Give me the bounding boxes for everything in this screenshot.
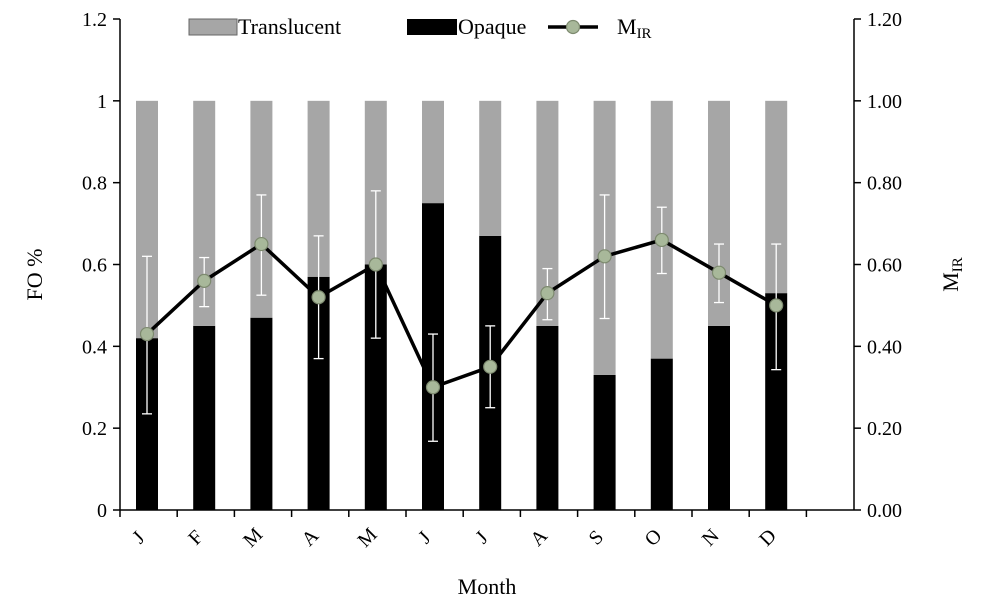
bars-layer — [136, 100, 788, 510]
legend-label-mir-main: M — [617, 14, 637, 39]
mir-point-9 — [654, 232, 669, 248]
bar-opaque-9 — [650, 358, 673, 510]
bar-translucent-4 — [364, 100, 387, 265]
y-right-tick-label-5: 1.00 — [867, 91, 902, 113]
bar-opaque-7 — [536, 325, 559, 510]
x-tick-label-5: J — [414, 527, 435, 548]
mir-line-layer — [139, 232, 784, 395]
mir-point-8 — [597, 249, 612, 264]
x-tick-label-2: M — [239, 524, 267, 552]
bar-translucent-6 — [479, 100, 502, 236]
mir-point-5 — [425, 380, 441, 395]
mir-point-11 — [769, 298, 784, 313]
y-axis-left-title: FO % — [22, 249, 47, 301]
bar-opaque-2 — [250, 317, 273, 510]
mir-point-2 — [254, 236, 269, 252]
legend-marker-mir — [565, 19, 581, 35]
y-axis-right-title-main: M — [938, 272, 963, 292]
y-left-tick-label-2: 0.4 — [82, 336, 107, 358]
bar-translucent-3 — [307, 100, 330, 277]
bar-opaque-10 — [708, 325, 730, 510]
bar-opaque-4 — [364, 264, 387, 510]
mir-line — [145, 238, 778, 389]
bar-translucent-0 — [136, 100, 158, 339]
y-right-tick-label-4: 0.80 — [867, 173, 902, 195]
y-axis-right-title: MIR — [938, 257, 966, 292]
y-right-tick-label-3: 0.60 — [867, 255, 902, 277]
y-left-tick-label-4: 0.8 — [82, 173, 107, 195]
y-right-tick-label-0: 0.00 — [867, 500, 902, 522]
x-tick-label-0: J — [128, 527, 149, 548]
bar-opaque-0 — [136, 338, 158, 510]
x-tick-label-4: M — [353, 524, 381, 552]
y-axis-right-title-sub: IR — [950, 257, 966, 272]
bar-translucent-7 — [536, 100, 559, 326]
error-bars-layer — [142, 190, 782, 442]
mir-point-4 — [368, 257, 383, 272]
mir-point-1 — [197, 273, 212, 288]
y-left-tick-label-1: 0.2 — [82, 418, 107, 440]
x-tick-label-9: O — [641, 525, 667, 551]
x-tick-label-1: F — [184, 526, 207, 549]
y-left-tick-label-0: 0 — [97, 500, 107, 522]
legend: Translucent Opaque MIR — [188, 14, 652, 42]
bar-opaque-3 — [307, 276, 330, 510]
mir-point-6 — [483, 359, 498, 374]
mir-point-3 — [311, 290, 326, 305]
x-tick-label-7: A — [526, 524, 552, 550]
y-left-tick-label-3: 0.6 — [82, 255, 107, 277]
y-right-tick-label-2: 0.40 — [867, 336, 902, 358]
bar-opaque-8 — [593, 374, 616, 510]
legend-swatch-opaque — [407, 19, 457, 35]
y-left-tick-label-6: 1.2 — [82, 9, 107, 31]
mir-point-10 — [711, 265, 727, 280]
mir-point-0 — [139, 326, 155, 342]
y-left-tick-label-5: 1 — [97, 91, 107, 113]
x-tick-label-3: A — [297, 524, 323, 550]
y-right-tick-label-1: 0.20 — [867, 418, 902, 440]
legend-label-translucent: Translucent — [238, 14, 341, 39]
legend-label-opaque: Opaque — [458, 14, 526, 39]
bar-opaque-11 — [765, 293, 788, 510]
legend-label-mir: MIR — [617, 14, 652, 42]
legend-label-mir-sub: IR — [637, 26, 652, 42]
bar-opaque-1 — [193, 325, 216, 510]
x-tick-label-11: D — [755, 525, 781, 551]
bar-translucent-1 — [193, 100, 216, 326]
x-axis-title: Month — [458, 574, 517, 599]
legend-swatch-translucent — [188, 18, 238, 36]
bar-translucent-11 — [765, 100, 788, 294]
y-right-tick-label-6: 1.20 — [867, 9, 902, 31]
mir-point-7 — [540, 286, 555, 301]
x-tick-label-8: S — [585, 526, 608, 549]
bar-translucent-5 — [422, 100, 444, 204]
x-tick-label-6: J — [471, 527, 492, 548]
x-tick-label-10: N — [698, 525, 724, 551]
